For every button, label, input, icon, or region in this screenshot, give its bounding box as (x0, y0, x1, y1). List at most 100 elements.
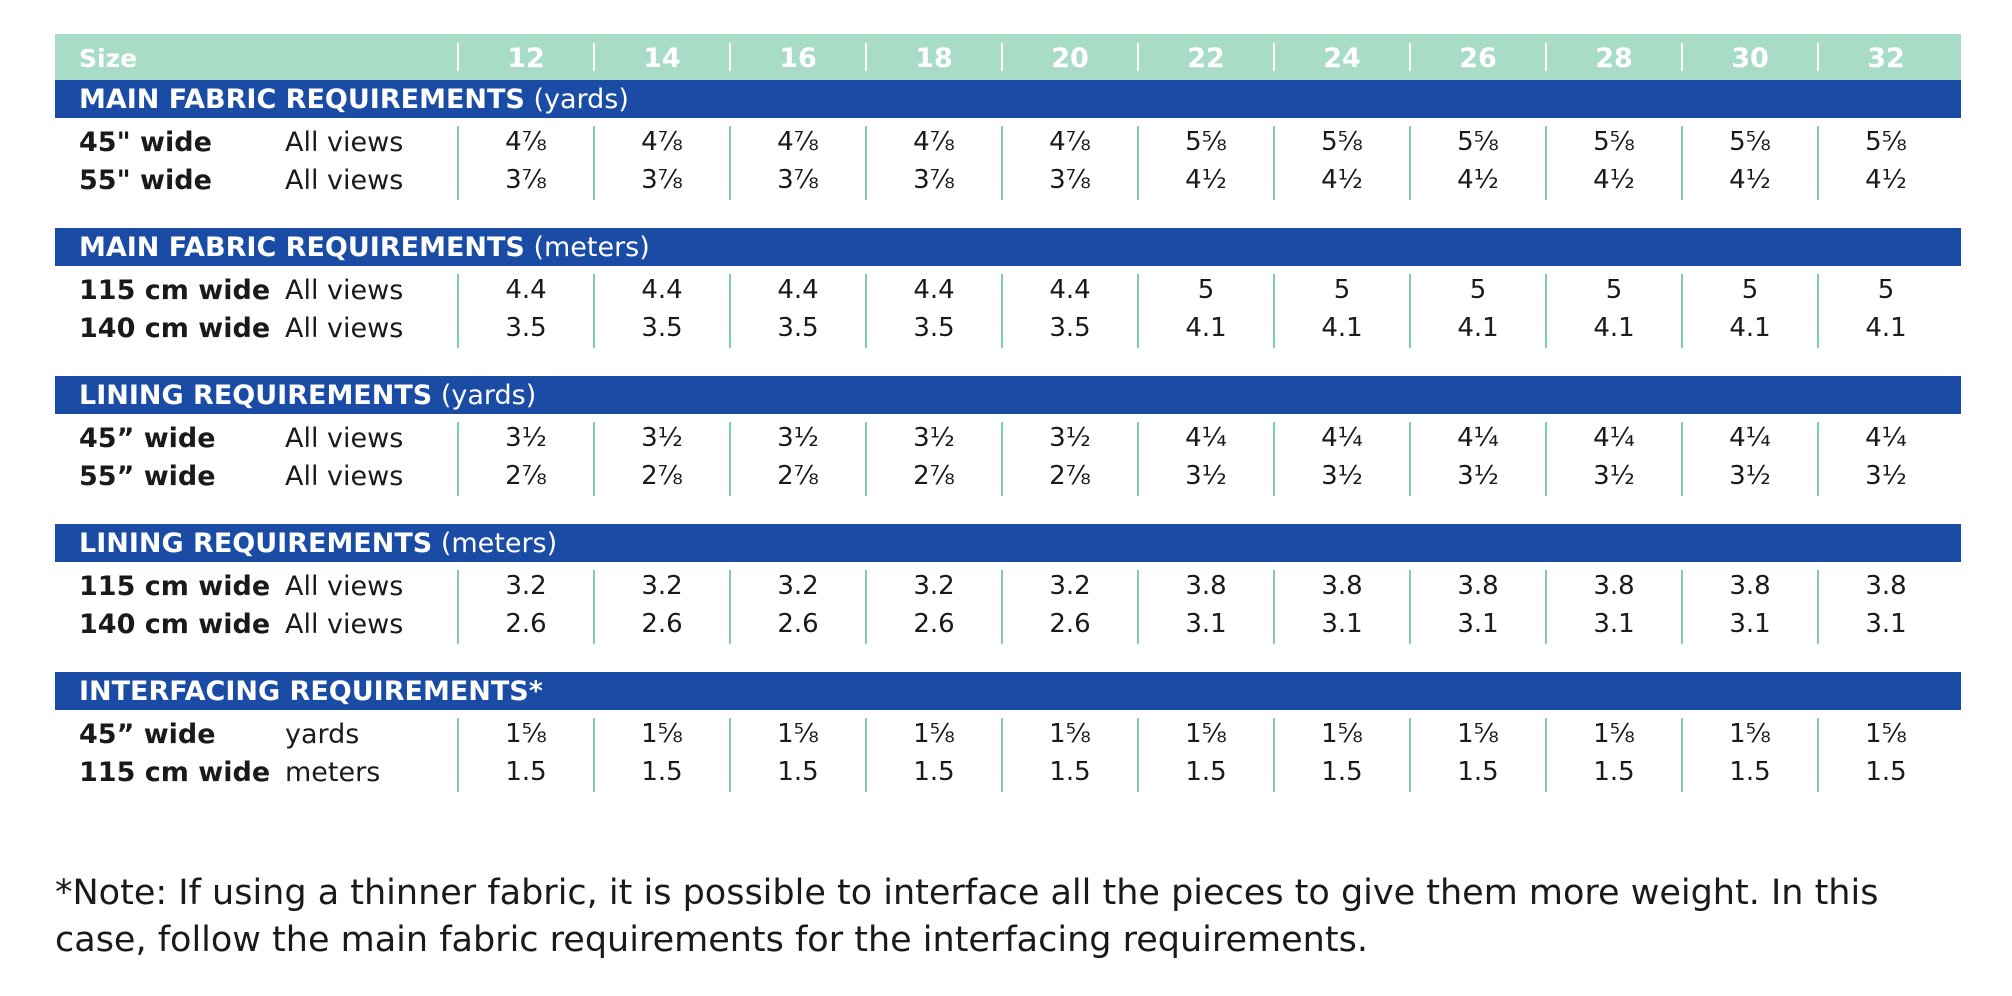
section-title: LINING REQUIREMENTS (79, 528, 433, 559)
column-divider (1545, 126, 1547, 200)
section-title: LINING REQUIREMENTS (79, 380, 433, 411)
fabric-width-label: 45” wide (79, 719, 216, 750)
table-cell: 4⅞ (913, 127, 955, 157)
table-cell: 1.5 (913, 757, 955, 787)
section-title-bar: INTERFACING REQUIREMENTS* (55, 672, 1961, 710)
table-row: 45” wide yards 1⅝ 1⅝ 1⅝ 1⅝ 1⅝ 1⅝ 1⅝ 1⅝ 1⅝ 1⅝ 1⅝ (55, 716, 1961, 753)
column-divider (457, 570, 459, 644)
requirements-section: MAIN FABRIC REQUIREMENTS (yards) 45" wide… (55, 80, 1961, 228)
column-divider (457, 718, 459, 792)
table-cell: 1.5 (1729, 757, 1771, 787)
column-divider (1817, 718, 1819, 792)
table-cell: 5⅝ (1729, 127, 1771, 157)
table-cell: 4¼ (1593, 423, 1635, 453)
table-cell: 1.5 (1321, 757, 1363, 787)
table-cell: 4.1 (1457, 313, 1499, 343)
table-cell: 2⅞ (1049, 461, 1091, 491)
table-cell: 5 (1741, 275, 1759, 305)
table-cell: 2.6 (777, 609, 819, 639)
view-label: All views (285, 127, 404, 158)
table-cell: 3.1 (1729, 609, 1771, 639)
size-header-divider (1137, 43, 1139, 71)
table-cell: 2.6 (913, 609, 955, 639)
size-header-32: 32 (1867, 43, 1905, 74)
column-divider (865, 570, 867, 644)
table-row: 45" wide All views 4⅞ 4⅞ 4⅞ 4⅞ 4⅞ 5⅝ 5⅝ 5⅝ 5⅝ 5⅝ 5⅝ (55, 124, 1961, 161)
table-cell: 3.5 (505, 313, 547, 343)
table-row: 115 cm wide All views 4.4 4.4 4.4 4.4 4.4 5 5 5 5 5… (55, 272, 1961, 309)
interfacing-note: *Note: If using a thinner fabric, it is … (55, 873, 1879, 960)
table-cell: 1.5 (1185, 757, 1227, 787)
table-cell: 3.8 (1729, 571, 1771, 601)
column-divider (593, 126, 595, 200)
table-cell: 2⅞ (913, 461, 955, 491)
table-cell: 3.8 (1457, 571, 1499, 601)
table-cell: 2.6 (641, 609, 683, 639)
table-row: 115 cm wide meters 1.5 1.5 1.5 1.5 1.5 1.5 1.5 1.… (55, 754, 1961, 791)
size-header-18: 18 (915, 43, 953, 74)
table-cell: 3½ (913, 423, 955, 453)
column-divider (1817, 422, 1819, 496)
table-cell: 5 (1197, 275, 1215, 305)
column-divider (593, 422, 595, 496)
fabric-width-label: 115 cm wide (79, 571, 271, 602)
table-cell: 3⅞ (913, 165, 955, 195)
fabric-width-label: 45” wide (79, 423, 216, 454)
column-divider (729, 718, 731, 792)
table-cell: 3½ (1185, 461, 1227, 491)
table-cell: 1⅝ (1729, 719, 1771, 749)
table-cell: 1⅝ (1321, 719, 1363, 749)
column-divider (1137, 126, 1139, 200)
table-cell: 4.1 (1593, 313, 1635, 343)
requirements-section: LINING REQUIREMENTS (yards) 45” wide All v… (55, 376, 1961, 524)
fabric-width-label: 45" wide (79, 127, 212, 158)
size-header-divider (1001, 43, 1003, 71)
view-label: yards (285, 719, 360, 750)
column-divider (865, 422, 867, 496)
table-cell: 4¼ (1865, 423, 1907, 453)
table-cell: 3.5 (777, 313, 819, 343)
section-unit: (yards) (533, 84, 629, 115)
section-title: MAIN FABRIC REQUIREMENTS (79, 84, 525, 115)
table-cell: 5 (1877, 275, 1895, 305)
table-cell: 1⅝ (1593, 719, 1635, 749)
table-cell: 4.4 (913, 275, 955, 305)
table-cell: 3.8 (1321, 571, 1363, 601)
column-divider (1137, 570, 1139, 644)
column-divider (1001, 126, 1003, 200)
table-cell: 3.1 (1185, 609, 1227, 639)
column-divider (1817, 126, 1819, 200)
table-cell: 3½ (1593, 461, 1635, 491)
view-label: All views (285, 275, 404, 306)
table-cell: 1⅝ (641, 719, 683, 749)
fabric-width-label: 115 cm wide (79, 757, 271, 788)
fabric-requirements-table: Size 12 14 16 18 20 22 24 26 28 30 32 MAIN FABRIC … (55, 34, 1961, 820)
column-divider (1137, 422, 1139, 496)
column-divider (1137, 718, 1139, 792)
column-divider (1137, 274, 1139, 348)
table-cell: 3⅞ (777, 165, 819, 195)
column-divider (865, 718, 867, 792)
table-row: 55” wide All views 2⅞ 2⅞ 2⅞ 2⅞ 2⅞ 3½ 3½ 3½ 3½ 3½ 3½ (55, 458, 1961, 495)
table-cell: 1⅝ (1185, 719, 1227, 749)
table-cell: 3.5 (913, 313, 955, 343)
size-label: Size (79, 44, 138, 73)
table-cell: 2⅞ (641, 461, 683, 491)
table-cell: 4¼ (1321, 423, 1363, 453)
column-divider (457, 274, 459, 348)
size-header-divider (729, 43, 731, 71)
view-label: All views (285, 165, 404, 196)
column-divider (1681, 718, 1683, 792)
table-cell: 5 (1333, 275, 1351, 305)
column-divider (729, 274, 731, 348)
section-title-bar: LINING REQUIREMENTS (meters) (55, 524, 1961, 562)
column-divider (1001, 718, 1003, 792)
size-header-14: 14 (643, 43, 681, 74)
table-cell: 4.4 (777, 275, 819, 305)
table-cell: 3.1 (1593, 609, 1635, 639)
table-cell: 1.5 (777, 757, 819, 787)
requirements-section: LINING REQUIREMENTS (meters) 115 cm wide A… (55, 524, 1961, 672)
size-header-28: 28 (1595, 43, 1633, 74)
column-divider (1681, 422, 1683, 496)
column-divider (865, 126, 867, 200)
